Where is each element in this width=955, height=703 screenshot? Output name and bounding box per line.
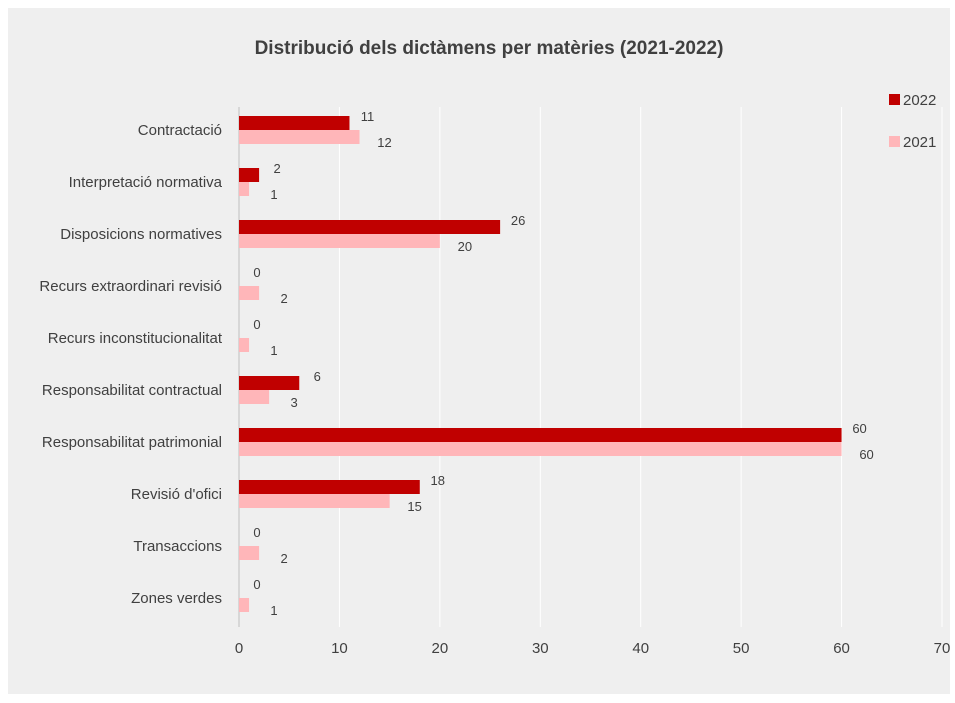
data-label-2021: 2: [280, 551, 287, 566]
data-label-2022: 60: [852, 421, 866, 436]
category-label: Recurs inconstitucionalitat: [48, 330, 223, 347]
data-label-2022: 0: [253, 577, 260, 592]
category-label: Transaccions: [133, 538, 222, 555]
legend-swatch-2022: [889, 94, 900, 105]
legend: 2022 2021: [889, 92, 936, 151]
data-label-2021: 2: [280, 291, 287, 306]
category-label: Disposicions normatives: [60, 226, 222, 243]
x-tick-label: 40: [632, 640, 649, 657]
bar-2021: [239, 442, 842, 456]
bar-2022: [239, 168, 260, 182]
data-label-2022: 0: [253, 525, 260, 540]
bars: [239, 116, 842, 612]
bar-chart: Distribució dels dictàmens per matèries …: [39, 38, 950, 657]
data-label-2022: 2: [273, 161, 280, 176]
bar-2022: [239, 480, 420, 494]
category-label: Revisió d'ofici: [131, 486, 222, 503]
data-label-2021: 15: [407, 499, 421, 514]
data-label-2022: 18: [431, 473, 445, 488]
bar-2021: [239, 234, 440, 248]
x-tick-label: 60: [833, 640, 850, 657]
bar-2021: [239, 390, 270, 404]
bar-2021: [239, 598, 250, 612]
data-label-2022: 26: [511, 213, 525, 228]
category-labels: Contractació Interpretació normativa Dispo…: [39, 122, 222, 607]
legend-swatch-2021: [889, 136, 900, 147]
bar-2022: [239, 428, 842, 442]
legend-label-2021: 2021: [903, 134, 936, 151]
bar-2022: [239, 220, 501, 234]
data-label-2021: 1: [270, 603, 277, 618]
bar-2021: [239, 338, 250, 352]
data-label-2021: 12: [377, 135, 391, 150]
category-label: Responsabilitat contractual: [42, 382, 222, 399]
data-label-2021: 20: [458, 239, 472, 254]
legend-label-2022: 2022: [903, 92, 936, 109]
data-label-2022: 6: [314, 369, 321, 384]
data-label-2021: 1: [270, 343, 277, 358]
category-label: Interpretació normativa: [69, 174, 223, 191]
x-tick-label: 0: [235, 640, 243, 657]
category-label: Recurs extraordinari revisió: [39, 278, 222, 295]
x-axis-ticks: 0 10 20 30 40 50 60 70: [235, 640, 950, 657]
x-tick-label: 20: [432, 640, 449, 657]
data-label-2021: 1: [270, 187, 277, 202]
bar-2021: [239, 546, 260, 560]
data-label-2022: 0: [253, 317, 260, 332]
data-label-2021: 60: [859, 447, 873, 462]
bar-2021: [239, 130, 360, 144]
category-label: Zones verdes: [131, 590, 222, 607]
x-tick-label: 10: [331, 640, 348, 657]
data-label-2022: 11: [361, 109, 375, 124]
bar-2022: [239, 116, 350, 130]
bar-2021: [239, 286, 260, 300]
category-label: Contractació: [138, 122, 222, 139]
x-tick-label: 50: [733, 640, 750, 657]
x-tick-label: 70: [934, 640, 950, 657]
data-label-2022: 0: [253, 265, 260, 280]
data-label-2021: 3: [291, 395, 298, 410]
chart-area: Distribució dels dictàmens per matèries …: [8, 8, 950, 694]
bar-2021: [239, 494, 390, 508]
chart-title: Distribució dels dictàmens per matèries …: [255, 38, 724, 59]
gridlines: [238, 107, 943, 627]
x-tick-label: 30: [532, 640, 549, 657]
category-label: Responsabilitat patrimonial: [42, 434, 222, 451]
bar-2022: [239, 376, 300, 390]
bar-2021: [239, 182, 250, 196]
